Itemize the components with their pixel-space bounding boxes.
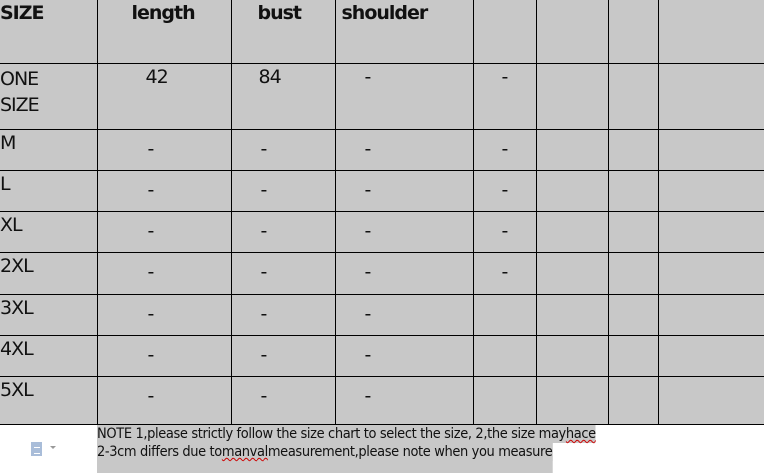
size-chart-table: SIZE length bust shoulder ONE SIZE 42 84… <box>0 0 764 425</box>
bust-cell: - <box>230 334 336 377</box>
shoulder-cell: - <box>334 251 474 295</box>
length-cell: - <box>96 375 232 425</box>
length-cell: - <box>96 169 232 212</box>
table-row: XL - - - - <box>0 210 764 253</box>
extra-cell <box>472 293 537 336</box>
empty-cell <box>657 210 764 253</box>
empty-cell <box>607 62 659 130</box>
empty-cell <box>607 334 659 377</box>
bust-cell: - <box>230 293 336 336</box>
bust-cell: - <box>230 169 336 212</box>
table-row: 5XL - - - <box>0 375 764 425</box>
extra-cell: - <box>472 210 537 253</box>
empty-cell <box>657 334 764 377</box>
extra-cell <box>472 334 537 377</box>
length-cell: - <box>96 293 232 336</box>
note-line-2: 2-3cm differs due to manval measurement,… <box>97 443 553 473</box>
header-bust: bust <box>230 0 336 64</box>
size-note: NOTE 1,please strictly follow the size c… <box>97 425 596 473</box>
shoulder-cell: - <box>334 169 474 212</box>
header-shoulder: shoulder <box>334 0 474 64</box>
extra-cell <box>472 375 537 425</box>
header-empty <box>535 0 609 64</box>
empty-cell <box>535 251 609 295</box>
size-cell: M <box>0 128 98 171</box>
chevron-down-icon[interactable] <box>50 446 56 449</box>
empty-cell <box>657 251 764 295</box>
paste-options-icon[interactable] <box>31 442 42 456</box>
empty-cell <box>657 375 764 425</box>
size-cell: 3XL <box>0 293 98 336</box>
shoulder-cell: - <box>334 128 474 171</box>
empty-cell <box>607 375 659 425</box>
empty-cell <box>657 293 764 336</box>
extra-cell: - <box>472 251 537 295</box>
bust-cell: 84 <box>230 62 336 130</box>
table-row: 2XL - - - - <box>0 251 764 295</box>
bust-cell: - <box>230 251 336 295</box>
extra-cell: - <box>472 169 537 212</box>
size-cell: 2XL <box>0 251 98 295</box>
length-cell: - <box>96 128 232 171</box>
empty-cell <box>535 293 609 336</box>
empty-cell <box>535 210 609 253</box>
table-row: L - - - - <box>0 169 764 212</box>
shoulder-cell: - <box>334 375 474 425</box>
empty-cell <box>607 210 659 253</box>
empty-cell <box>607 251 659 295</box>
length-cell: 42 <box>96 62 232 130</box>
header-empty <box>472 0 537 64</box>
shoulder-cell: - <box>334 293 474 336</box>
misspelled-word: manval <box>221 443 268 461</box>
misspelled-word: hace <box>565 425 596 443</box>
empty-cell <box>657 169 764 212</box>
size-cell: XL <box>0 210 98 253</box>
shoulder-cell: - <box>334 210 474 253</box>
header-size: SIZE <box>0 0 98 64</box>
empty-cell <box>535 169 609 212</box>
empty-cell <box>535 62 609 130</box>
empty-cell <box>535 334 609 377</box>
table-row: M - - - - <box>0 128 764 171</box>
header-length: length <box>96 0 232 64</box>
extra-cell: - <box>472 62 537 130</box>
empty-cell <box>607 293 659 336</box>
header-row: SIZE length bust shoulder <box>0 0 764 64</box>
size-cell: L <box>0 169 98 212</box>
size-cell: 4XL <box>0 334 98 377</box>
empty-cell <box>607 128 659 171</box>
length-cell: - <box>96 210 232 253</box>
header-empty <box>657 0 764 64</box>
length-cell: - <box>96 334 232 377</box>
table-row: 3XL - - - <box>0 293 764 336</box>
length-cell: - <box>96 251 232 295</box>
extra-cell: - <box>472 128 537 171</box>
empty-cell <box>535 375 609 425</box>
empty-cell <box>657 62 764 130</box>
size-cell: 5XL <box>0 375 98 425</box>
note-line-1: NOTE 1,please strictly follow the size c… <box>97 425 596 443</box>
bust-cell: - <box>230 210 336 253</box>
table-row: ONE SIZE 42 84 - - <box>0 62 764 130</box>
bust-cell: - <box>230 375 336 425</box>
table-row: 4XL - - - <box>0 334 764 377</box>
shoulder-cell: - <box>334 62 474 130</box>
shoulder-cell: - <box>334 334 474 377</box>
header-empty <box>607 0 659 64</box>
size-cell: ONE SIZE <box>0 62 98 130</box>
empty-cell <box>607 169 659 212</box>
empty-cell <box>535 128 609 171</box>
empty-cell <box>657 128 764 171</box>
bust-cell: - <box>230 128 336 171</box>
